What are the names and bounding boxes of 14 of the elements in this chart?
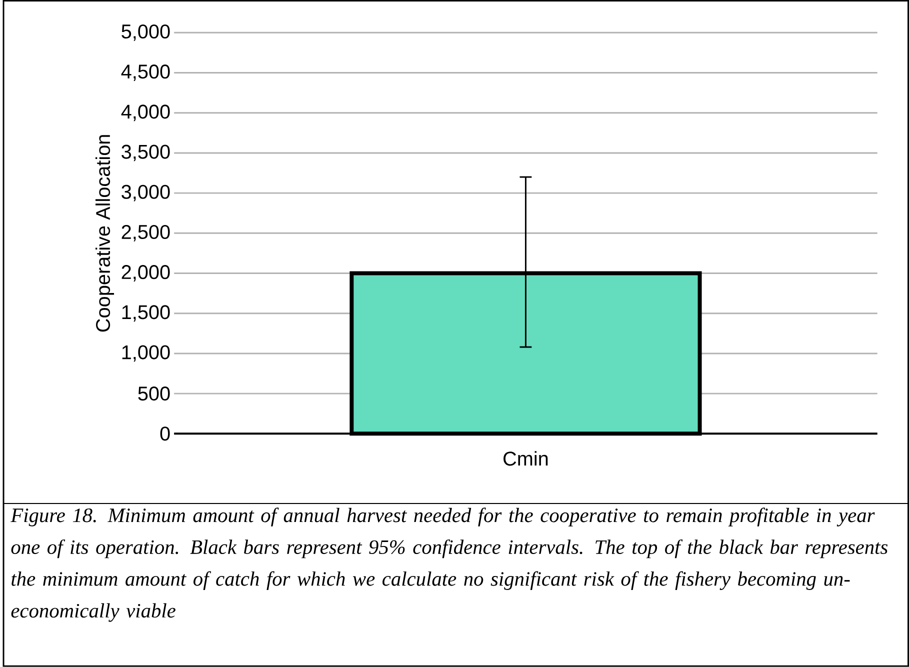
y-tick-label: 1,500 [122,305,170,322]
x-tick-label: Cmin [504,451,548,466]
y-tick-label: 2,500 [122,225,170,242]
y-tick-label: 2,000 [122,265,170,282]
y-tick-label: 500 [138,386,170,401]
caption: Figure 18. Minimum amount of annual harvest needed for the cooperative to remain profitable in year one of its operation. Black bars represent 95% confidence intervals. The top of the black bar represents the minimum amount of catch for which we calculate no significant risk of the fishery becoming un-economically viable [10,508,888,622]
y-tick-label: 3,000 [122,184,170,202]
y-axis-title: Cooperative Allocation [95,135,114,332]
y-tick-label: 0 [160,426,170,441]
y-tick-label: 5,000 [122,24,170,41]
y-tick-label: 4,000 [121,104,170,122]
y-tick-label: 1,000 [122,345,170,362]
y-tick-label: 4,500 [121,64,170,82]
y-tick-label: 3,500 [122,144,170,162]
